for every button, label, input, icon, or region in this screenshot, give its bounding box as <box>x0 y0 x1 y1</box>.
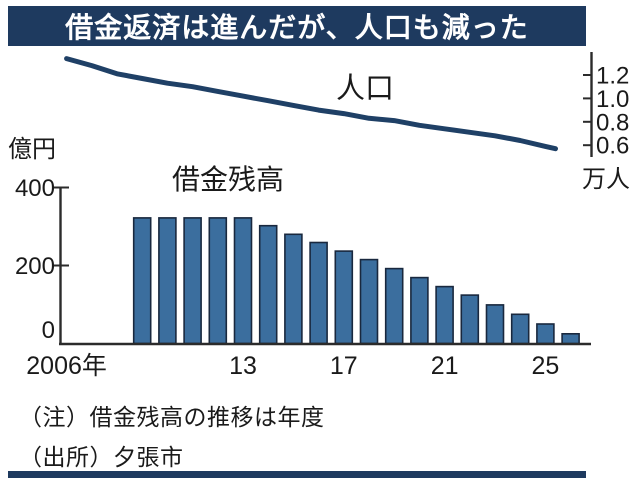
debt-bar <box>208 217 228 345</box>
debt-bar <box>284 233 303 345</box>
right-axis-tick-label: 1.0 <box>596 86 629 113</box>
population-line-group <box>64 56 558 152</box>
left-axis-tick-label: 0 <box>42 317 55 344</box>
left-axis-tick-label: 400 <box>15 175 55 202</box>
population-line <box>64 56 558 152</box>
debt-bar <box>510 313 530 345</box>
debt-bar <box>359 258 379 345</box>
axes-group: 400 200 0 1.21.00.80.6 2006年 13 17 21 25 <box>15 52 629 380</box>
right-axis-unit-label: 万人 <box>582 166 630 193</box>
x-axis-tick-label: 13 <box>229 352 257 380</box>
debt-bar <box>233 217 253 345</box>
debt-bar <box>183 217 202 345</box>
debt-bars-group <box>132 217 580 345</box>
debt-bar <box>158 217 177 345</box>
note-fiscal-year: （注）借金残高の推移は年度 <box>19 404 325 430</box>
debt-bar <box>435 285 454 345</box>
debt-bar <box>485 304 505 345</box>
note-source: （出所）夕張市 <box>19 444 184 470</box>
debt-bar <box>536 323 555 345</box>
page-title: 借金返済は進んだが、人口も減った <box>65 12 529 43</box>
left-axis-unit-label: 億円 <box>8 136 56 163</box>
debt-bar <box>258 224 278 345</box>
debt-bar <box>561 332 580 345</box>
debt-bar <box>132 217 152 345</box>
right-axis-tick-label: 1.2 <box>596 63 629 90</box>
debt-bar <box>460 294 480 345</box>
right-axis-tick-label: 0.8 <box>596 109 629 136</box>
left-axis-tick-label: 200 <box>15 253 55 280</box>
debt-series-label: 借金残高 <box>172 164 284 195</box>
x-axis-tick-label: 25 <box>531 352 559 380</box>
title-bar: 借金返済は進んだが、人口も減った <box>8 6 586 46</box>
debt-bar <box>334 250 354 345</box>
debt-bar <box>384 267 404 345</box>
x-axis-tick-label: 2006年 <box>26 352 107 380</box>
x-axis-tick-label: 17 <box>330 352 358 380</box>
x-axis-tick-label: 21 <box>431 352 459 380</box>
debt-bar <box>410 276 429 345</box>
population-series-label: 人口 <box>336 73 394 105</box>
debt-bar <box>309 241 328 345</box>
next-headline-bar <box>8 471 586 478</box>
right-axis-tick-label: 0.6 <box>596 133 629 160</box>
